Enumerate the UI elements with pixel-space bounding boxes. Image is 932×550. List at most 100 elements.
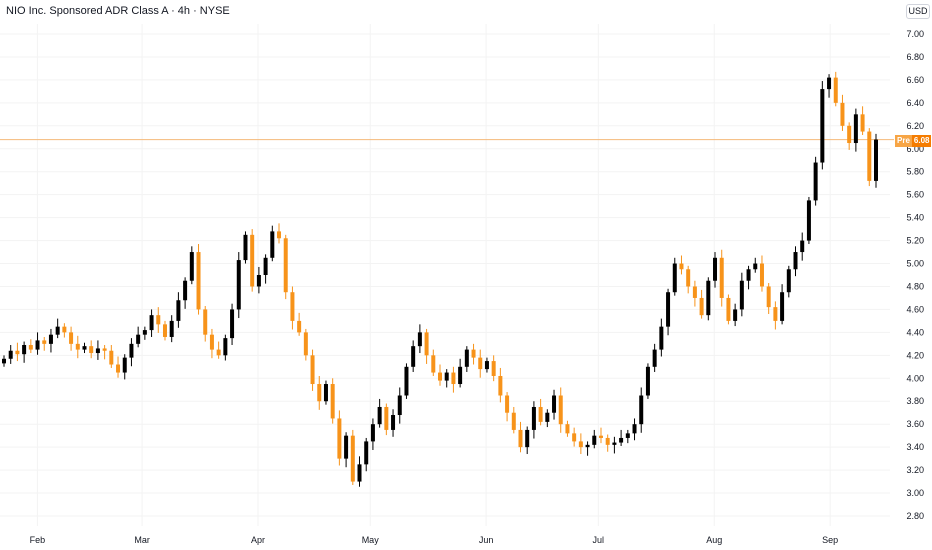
candle-body [531, 406, 536, 430]
candle-body [411, 346, 416, 367]
candle [645, 363, 650, 399]
candle [22, 341, 27, 363]
last-price-badge: Pre 6.08 [895, 135, 932, 147]
candle-body [189, 252, 194, 281]
candle [283, 234, 288, 300]
candle [558, 387, 563, 433]
candle-body [605, 437, 610, 445]
candle-body [404, 366, 409, 396]
candle-body [833, 77, 838, 103]
chart-title: NIO Inc. Sponsored ADR Class A · 4h · NY… [6, 5, 230, 17]
candle-body [364, 441, 369, 465]
candle [116, 356, 121, 378]
candle [203, 305, 208, 342]
candle [162, 320, 167, 341]
candle-body [800, 240, 805, 253]
candle [95, 340, 100, 360]
candle-body [847, 125, 852, 144]
time-axis: Feb Mar Apr May Jun Jul Aug Sep [30, 535, 839, 545]
candle [679, 255, 684, 275]
candle [357, 456, 362, 487]
candle [612, 436, 617, 454]
candle [303, 328, 308, 361]
x-tick-label: Sep [822, 535, 838, 545]
candle [444, 369, 449, 388]
candle [639, 387, 644, 433]
candle [800, 232, 805, 261]
candle [183, 277, 188, 309]
y-tick-label: 3.80 [906, 396, 924, 406]
candle-body [323, 384, 328, 402]
candle [659, 318, 664, 357]
candle [874, 133, 878, 188]
candle-body [277, 231, 282, 239]
candle-body [726, 297, 731, 321]
candle [780, 284, 785, 325]
candle-body [545, 412, 550, 422]
candle-body [69, 332, 74, 344]
currency-button[interactable]: USD [906, 4, 930, 19]
candle [619, 429, 624, 446]
candle-body [645, 366, 650, 396]
candle-body [652, 349, 657, 367]
candle-body [451, 372, 456, 385]
candle-body [209, 334, 214, 350]
candle [122, 354, 127, 380]
candle [458, 358, 463, 388]
candle [746, 265, 751, 290]
candle [75, 335, 80, 359]
candle [773, 301, 778, 330]
candle-body [471, 349, 476, 358]
candle-body [330, 384, 335, 419]
candle-body [511, 412, 516, 430]
y-tick-label: 4.80 [906, 281, 924, 291]
candle [189, 246, 194, 285]
candle-body [625, 433, 630, 438]
candle [753, 257, 758, 273]
candle [498, 367, 503, 403]
candle [484, 357, 489, 373]
candle [491, 355, 496, 382]
x-tick-label: Apr [251, 535, 265, 545]
candle [531, 401, 536, 439]
candle-body [310, 355, 315, 385]
y-tick-label: 3.00 [906, 488, 924, 498]
price-axis: 7.00 6.80 6.60 6.40 6.20 6.00 5.80 5.60 5.40 5.20… [906, 29, 924, 521]
candle-body [525, 429, 530, 448]
candle [652, 343, 657, 372]
candle-body [136, 334, 141, 344]
candle-body [384, 406, 389, 430]
candle [176, 292, 181, 328]
candle-body [491, 361, 496, 376]
candle-body [75, 343, 80, 350]
candle-body [122, 357, 127, 373]
y-tick-label: 5.60 [906, 190, 924, 200]
candle [350, 429, 355, 486]
y-tick-label: 6.00 [906, 144, 924, 154]
candle-body [431, 355, 436, 373]
candle-body [585, 444, 590, 448]
pre-market-label: Pre [895, 135, 912, 147]
candle-body [759, 263, 764, 287]
candle-body [692, 286, 697, 298]
candle [713, 252, 718, 288]
y-tick-label: 6.60 [906, 75, 924, 85]
y-tick-label: 6.80 [906, 52, 924, 62]
candle [384, 403, 389, 436]
candle [377, 398, 382, 428]
candle [538, 398, 543, 426]
candle [625, 429, 630, 444]
candle [511, 406, 516, 434]
last-price-value: 6.08 [911, 135, 932, 147]
candle [82, 342, 87, 354]
candle-body [303, 332, 308, 356]
candle-body [290, 292, 295, 321]
candle [759, 255, 764, 292]
candle [256, 266, 261, 294]
candle [297, 312, 302, 336]
candle [840, 94, 845, 131]
y-tick-label: 4.40 [906, 327, 924, 337]
candle-body [598, 435, 603, 438]
candle [847, 122, 852, 150]
